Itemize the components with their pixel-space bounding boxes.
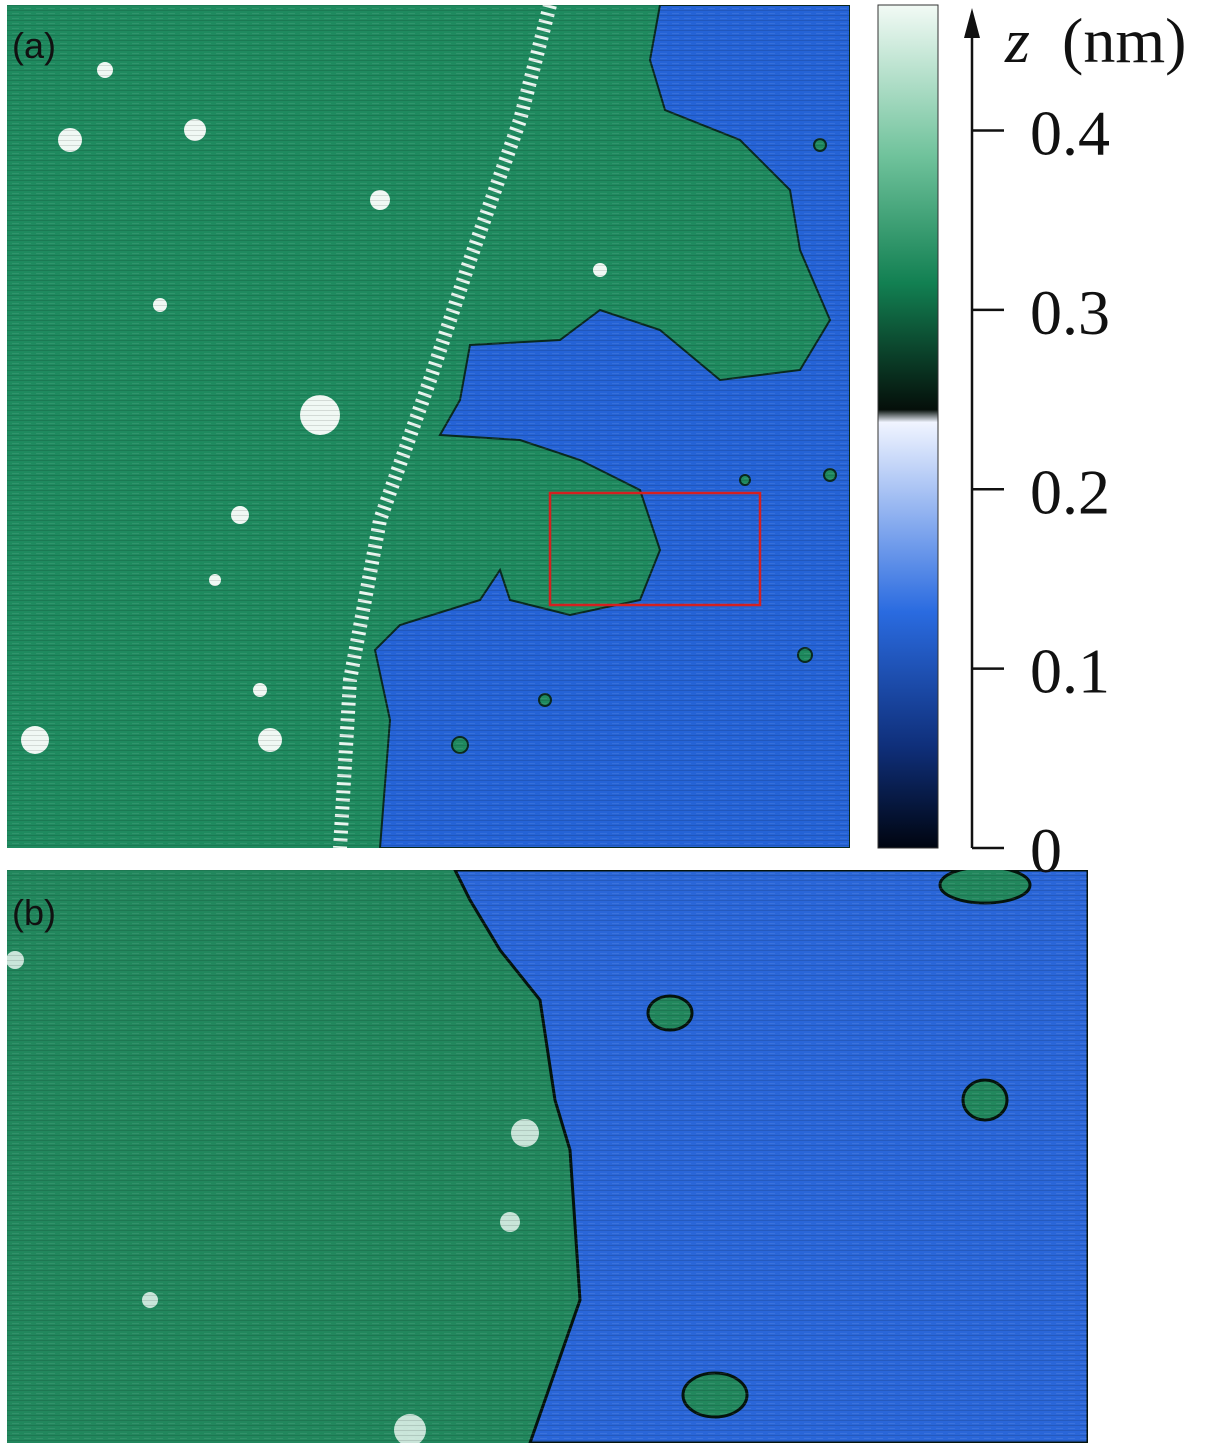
tick-label: 0.4 [1030, 98, 1110, 169]
panel-a-image [7, 5, 850, 848]
axis-variable: z [1004, 5, 1030, 76]
tick-label: 0.1 [1030, 636, 1110, 707]
panel-b-image [7, 870, 1088, 1443]
zoom-box [548, 491, 762, 607]
panel-label: (a) [12, 25, 56, 66]
tick-label: 0.3 [1030, 277, 1110, 348]
axis-arrow [964, 8, 980, 38]
panel-label: (b) [12, 892, 56, 933]
tick-label: 0.2 [1030, 456, 1110, 527]
tick-label: 0 [1030, 815, 1062, 886]
colorbar [877, 4, 939, 849]
axis-unit: (nm) [1062, 5, 1186, 76]
